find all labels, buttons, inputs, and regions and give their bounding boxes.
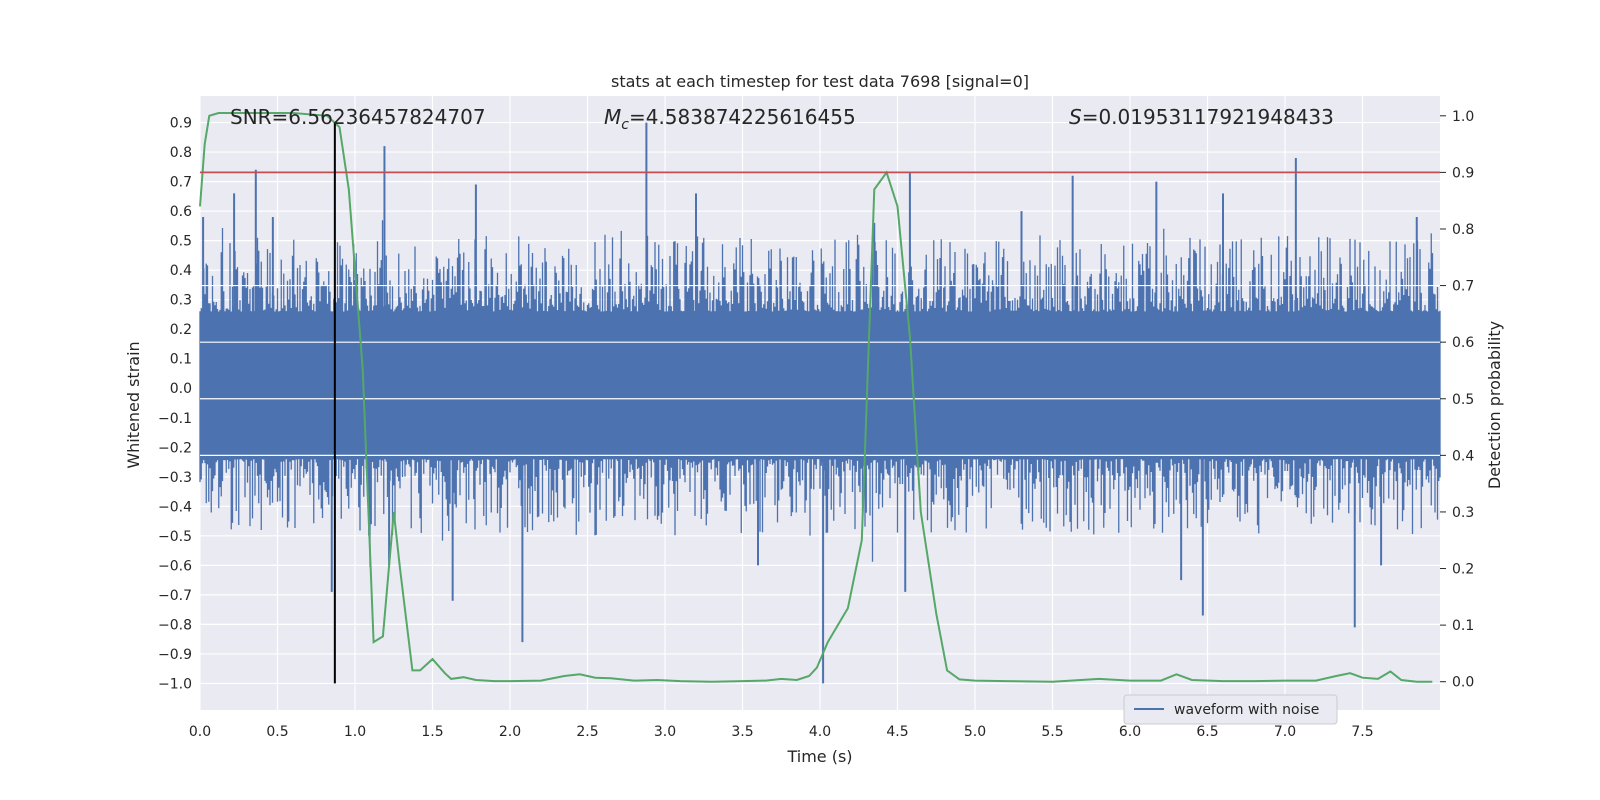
y-right-tick-label: 0.4: [1452, 448, 1474, 464]
legend-label: waveform with noise: [1174, 702, 1319, 718]
y-right-tick-label: 0.2: [1452, 562, 1474, 578]
y-right-tick-label: 1.0: [1452, 109, 1474, 125]
y-right-tick-label: 0.3: [1452, 505, 1474, 521]
x-tick-label: 3.5: [731, 724, 753, 740]
y-right-tick-label: 0.0: [1452, 675, 1474, 691]
y-left-tick-label: 0.1: [170, 352, 192, 368]
x-tick-label: 7.5: [1351, 724, 1373, 740]
legend-box: [1123, 694, 1338, 725]
y-left-tick-label: 0.0: [170, 381, 192, 397]
x-tick-label: 2.0: [499, 724, 521, 740]
chart-title: stats at each timestep for test data 769…: [611, 72, 1029, 91]
x-axis-ticks: 0.0 0.5 1.0 1.5 2.0 2.5 3.0 3.5 4.0 4.5 5.0 5.5 6.0 6…: [189, 724, 1374, 740]
y-right-tick-label: 0.8: [1452, 222, 1474, 238]
right-axis-ticks: 0.0 0.1 0.2 0.3 0.4 0.5 0.6 0.7 0.8 0.9 1.0: [1440, 109, 1474, 691]
x-tick-label: 0.0: [189, 724, 211, 740]
y-right-tick-label: 0.5: [1452, 392, 1474, 408]
x-tick-label: 5.0: [964, 724, 986, 740]
s-annotation: S=0.01953117921948433: [1069, 105, 1334, 129]
y-left-tick-label: 0.6: [170, 204, 192, 220]
y-left-tick-label: −0.4: [158, 499, 192, 515]
y-left-tick-label: 0.4: [170, 263, 192, 279]
waveform-series: [199, 122, 1441, 684]
x-tick-label: 2.5: [576, 724, 598, 740]
reference-lines: [200, 122, 1440, 684]
y-left-tick-label: −0.7: [158, 588, 192, 604]
y-left-tick-label: −1.0: [158, 676, 192, 692]
y-axis-label-left: Whitened strain: [124, 341, 143, 468]
x-tick-label: 3.0: [654, 724, 676, 740]
y-right-tick-label: 0.9: [1452, 165, 1474, 181]
y-left-tick-label: 0.8: [170, 145, 192, 161]
y-axis-label-right: Detection probability: [1485, 321, 1504, 489]
left-axis-ticks: −1.0 −0.9 −0.8 −0.7 −0.6 −0.5 −0.4 −0.3 −0.2 −0.1…: [158, 116, 192, 693]
legend: waveform with noise: [1123, 694, 1338, 725]
y-left-tick-label: −0.8: [158, 617, 192, 633]
s-value: =0.01953117921948433: [1082, 105, 1334, 129]
y-left-tick-label: −0.2: [158, 440, 192, 456]
x-tick-label: 0.5: [266, 724, 288, 740]
y-left-tick-label: 0.9: [170, 116, 192, 132]
y-left-tick-label: −0.5: [158, 529, 192, 545]
y-left-tick-label: 0.5: [170, 234, 192, 250]
x-axis-label: Time (s): [786, 747, 852, 766]
x-tick-label: 6.5: [1196, 724, 1218, 740]
y-left-tick-label: −0.6: [158, 558, 192, 574]
x-tick-label: 7.0: [1274, 724, 1296, 740]
y-left-tick-label: −0.1: [158, 411, 192, 427]
waveform-core-band: [200, 311, 1440, 460]
chirp-mass-annotation: Mc=4.583874225616455: [604, 105, 856, 133]
chirp-mass-value: =4.583874225616455: [629, 105, 856, 129]
x-tick-label: 5.5: [1041, 724, 1063, 740]
chirp-mass-subscript: c: [621, 117, 629, 133]
x-tick-label: 4.0: [809, 724, 831, 740]
x-tick-label: 1.5: [421, 724, 443, 740]
y-left-tick-label: 0.7: [170, 175, 192, 191]
x-tick-label: 6.0: [1119, 724, 1141, 740]
y-left-tick-label: 0.2: [170, 322, 192, 338]
probability-line: [199, 112, 1433, 683]
x-tick-label: 1.0: [344, 724, 366, 740]
s-symbol: S: [1069, 105, 1082, 129]
y-left-tick-label: −0.9: [158, 647, 192, 663]
y-left-tick-label: 0.3: [170, 293, 192, 309]
y-left-tick-label: −0.3: [158, 470, 192, 486]
y-right-tick-label: 0.1: [1452, 618, 1474, 634]
y-right-tick-label: 0.7: [1452, 279, 1474, 295]
probability-series: [199, 112, 1433, 683]
x-tick-label: 4.5: [886, 724, 908, 740]
snr-annotation: SNR=6.56236457824707: [230, 105, 486, 129]
y-right-tick-label: 0.6: [1452, 335, 1474, 351]
chirp-mass-symbol: M: [604, 105, 621, 129]
